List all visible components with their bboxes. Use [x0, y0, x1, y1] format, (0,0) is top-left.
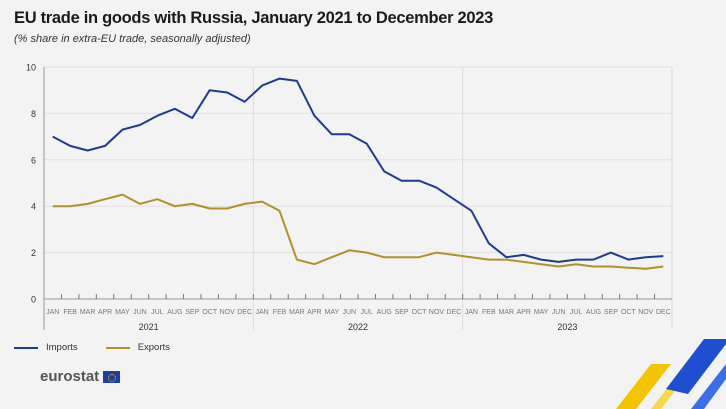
x-tick-label: APR	[517, 309, 531, 316]
y-tick-label: 10	[26, 63, 36, 73]
y-tick-label: 4	[31, 202, 36, 212]
y-tick-label: 0	[31, 295, 36, 305]
year-label: 2023	[557, 322, 577, 332]
x-tick-label: MAR	[289, 309, 305, 316]
x-tick-label: NOV	[638, 309, 654, 316]
legend: Imports Exports	[14, 342, 170, 353]
year-label: 2022	[348, 322, 368, 332]
x-tick-label: JAN	[465, 309, 478, 316]
x-tick-label: AUG	[377, 309, 392, 316]
x-tick-label: SEP	[604, 309, 618, 316]
x-tick-label: MAR	[80, 309, 96, 316]
y-tick-label: 8	[31, 109, 36, 119]
x-tick-label: NOV	[220, 309, 236, 316]
x-tick-label: DEC	[447, 309, 462, 316]
x-tick-label: SEP	[395, 309, 409, 316]
series-line-exports	[52, 193, 664, 270]
exports-swatch	[105, 346, 130, 349]
eurostat-logo: eurostat	[40, 368, 121, 385]
y-tick-label: 2	[31, 248, 36, 258]
x-tick-label: MAY	[115, 309, 130, 316]
x-tick-label: JUN	[133, 309, 147, 316]
x-tick-label: JUN	[342, 309, 356, 316]
x-tick-label: OCT	[412, 309, 428, 316]
decorative-stripes-icon	[616, 339, 726, 409]
x-tick-label: DEC	[656, 309, 671, 316]
legend-item-imports: Imports	[14, 342, 78, 353]
legend-label-exports: Exports	[137, 342, 170, 353]
y-tick-label: 6	[31, 155, 36, 165]
x-tick-label: JUL	[151, 309, 164, 316]
legend-item-exports: Exports	[105, 342, 170, 353]
x-tick-label: OCT	[202, 309, 218, 316]
chart-subtitle: (% share in extra-EU trade, seasonally a…	[14, 33, 251, 45]
series-line-imports	[52, 77, 664, 263]
x-tick-label: APR	[307, 309, 321, 316]
x-tick-label: OCT	[621, 309, 637, 316]
logo-text: eurostat	[40, 368, 100, 385]
x-tick-label: FEB	[482, 309, 496, 316]
imports-swatch	[14, 346, 38, 349]
x-tick-label: NOV	[429, 309, 445, 316]
x-tick-label: JUN	[552, 309, 566, 316]
x-tick-label: AUG	[167, 309, 182, 316]
x-tick-label: MAY	[534, 309, 549, 316]
year-label: 2021	[139, 322, 159, 332]
x-tick-label: MAR	[498, 309, 514, 316]
chart-title: EU trade in goods with Russia, January 2…	[14, 9, 494, 27]
x-tick-label: APR	[98, 309, 112, 316]
x-tick-label: DEC	[237, 309, 252, 316]
x-tick-label: JAN	[255, 309, 268, 316]
x-tick-label: FEB	[273, 309, 287, 316]
x-tick-label: MAY	[325, 309, 340, 316]
x-tick-label: AUG	[586, 309, 601, 316]
eu-flag-icon	[103, 370, 121, 383]
x-tick-label: JUL	[570, 309, 583, 316]
x-tick-label: JUL	[360, 309, 373, 316]
legend-label-imports: Imports	[46, 342, 78, 353]
x-tick-label: SEP	[185, 309, 199, 316]
x-tick-label: JAN	[46, 309, 59, 316]
x-tick-label: FEB	[63, 309, 77, 316]
